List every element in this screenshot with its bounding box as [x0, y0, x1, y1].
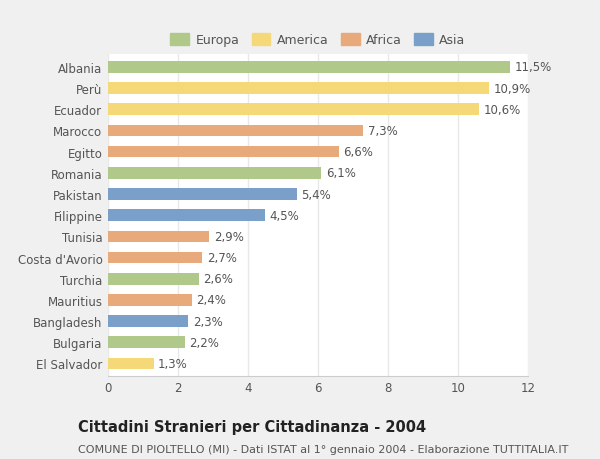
Bar	[108, 358, 154, 369]
Text: 2,6%: 2,6%	[203, 273, 233, 285]
Bar	[108, 316, 188, 327]
Text: 4,5%: 4,5%	[269, 209, 299, 222]
Text: 6,1%: 6,1%	[326, 167, 356, 180]
Text: 7,3%: 7,3%	[368, 125, 397, 138]
Bar	[108, 168, 322, 179]
Legend: Europa, America, Africa, Asia: Europa, America, Africa, Asia	[166, 29, 470, 52]
Text: 2,9%: 2,9%	[214, 230, 244, 243]
Bar	[108, 295, 192, 306]
Text: 2,3%: 2,3%	[193, 315, 223, 328]
Bar	[108, 210, 265, 222]
Text: Cittadini Stranieri per Cittadinanza - 2004: Cittadini Stranieri per Cittadinanza - 2…	[78, 419, 426, 434]
Bar	[108, 104, 479, 116]
Bar	[108, 125, 364, 137]
Text: COMUNE DI PIOLTELLO (MI) - Dati ISTAT al 1° gennaio 2004 - Elaborazione TUTTITAL: COMUNE DI PIOLTELLO (MI) - Dati ISTAT al…	[78, 444, 568, 454]
Text: 11,5%: 11,5%	[515, 62, 552, 74]
Bar	[108, 146, 339, 158]
Bar	[108, 252, 202, 264]
Text: 10,9%: 10,9%	[494, 83, 531, 95]
Text: 1,3%: 1,3%	[158, 357, 187, 370]
Bar	[108, 189, 297, 201]
Bar	[108, 337, 185, 348]
Text: 2,7%: 2,7%	[206, 252, 236, 264]
Text: 10,6%: 10,6%	[483, 104, 520, 117]
Text: 5,4%: 5,4%	[301, 188, 331, 201]
Bar	[108, 83, 490, 95]
Bar	[108, 231, 209, 243]
Bar	[108, 62, 511, 73]
Bar	[108, 273, 199, 285]
Text: 2,2%: 2,2%	[189, 336, 219, 349]
Text: 6,6%: 6,6%	[343, 146, 373, 159]
Text: 2,4%: 2,4%	[196, 294, 226, 307]
